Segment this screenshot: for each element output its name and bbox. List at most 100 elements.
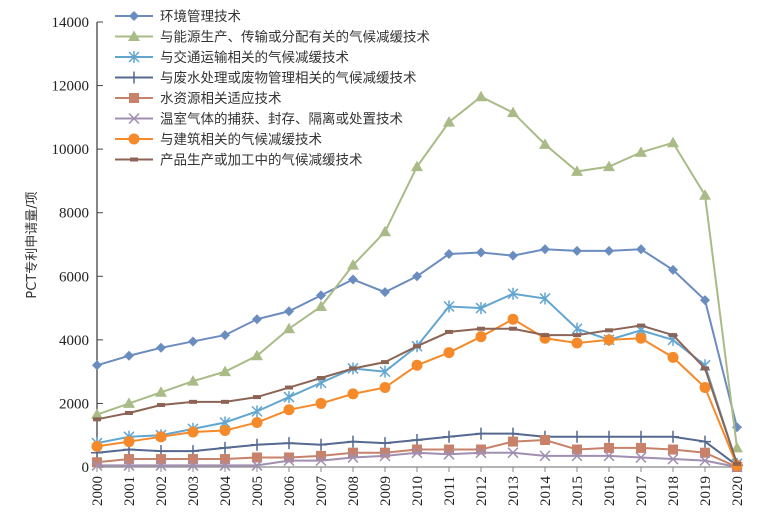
data-point (251, 405, 263, 418)
data-point (130, 157, 138, 162)
legend-item: 环境管理技术 (115, 9, 241, 25)
data-point (187, 375, 199, 386)
y-tick-label: 0 (82, 460, 90, 476)
legend-label: 水资源相关适应技术 (160, 90, 282, 107)
y-tick-label: 4000 (59, 333, 89, 349)
x-tick-label: 2001 (122, 476, 138, 506)
y-tick-label: 10000 (52, 142, 90, 158)
series-1 (91, 90, 743, 453)
legend-label: 与交通运输相关的气候减缓技术 (160, 49, 349, 66)
data-point (284, 306, 294, 317)
data-point (283, 437, 295, 450)
data-point (128, 112, 140, 125)
data-point (635, 332, 647, 344)
data-point (603, 430, 615, 443)
data-point (155, 431, 167, 443)
x-tick-label: 2015 (570, 476, 586, 506)
data-point (283, 404, 295, 416)
data-point (252, 314, 262, 325)
data-point (188, 336, 198, 347)
data-point (379, 365, 391, 378)
data-point (571, 337, 583, 349)
data-point (700, 447, 710, 458)
legend-label: 产品生产或加工中的气候减缓技术 (160, 153, 363, 169)
data-point (443, 116, 455, 127)
data-point (540, 434, 550, 445)
data-point (507, 313, 519, 325)
data-point (475, 447, 487, 459)
data-point (347, 451, 359, 463)
data-point (699, 382, 711, 394)
y-tick-label: 12000 (52, 79, 90, 95)
data-point (91, 459, 103, 471)
x-tick-label: 2008 (346, 476, 362, 506)
data-point (443, 430, 455, 443)
legend-item: 温室气体的捕获、封存、隔离或处置技术 (115, 111, 403, 128)
legend-item: 与废水处理或废物管理相关的气候减缓技术 (115, 71, 417, 87)
data-point (731, 441, 743, 453)
legend-label: 温室气体的捕获、封存、隔离或处置技术 (160, 111, 403, 128)
data-point (475, 427, 487, 440)
data-point (189, 399, 197, 404)
data-point (637, 323, 645, 328)
y-tick-label: 8000 (59, 206, 89, 222)
data-point (603, 334, 615, 346)
data-point (315, 438, 327, 451)
data-point (636, 442, 646, 453)
x-tick-label: 2011 (442, 476, 458, 505)
data-point (156, 454, 166, 465)
x-tick-label: 2000 (90, 476, 106, 506)
data-point (219, 441, 231, 454)
data-point (443, 300, 455, 313)
data-point (251, 459, 263, 471)
legend-label: 环境管理技术 (160, 9, 241, 25)
data-point (603, 160, 615, 172)
data-point (668, 264, 678, 275)
data-point (128, 51, 140, 63)
data-point (509, 326, 517, 331)
x-tick-label: 2004 (218, 476, 234, 507)
data-point (669, 333, 677, 338)
x-tick-label: 2009 (378, 476, 394, 506)
x-tick-label: 2014 (538, 476, 554, 507)
data-point (443, 448, 455, 460)
y-axis-label: PCT专利申请量/项 (25, 191, 40, 298)
data-point (539, 450, 551, 462)
legend-item: 与建筑相关的气候减缓技术 (115, 132, 322, 148)
x-tick-label: 2017 (634, 476, 650, 507)
data-point (123, 459, 135, 471)
data-point (379, 382, 391, 394)
x-tick-label: 2003 (186, 476, 202, 506)
legend-item: 与能源生产、传输或分配有关的气候减缓技术 (115, 30, 430, 46)
data-point (92, 457, 102, 468)
data-point (129, 11, 139, 21)
data-point (604, 442, 614, 453)
data-point (284, 452, 294, 463)
data-point (219, 365, 231, 377)
data-point (124, 454, 134, 465)
x-tick-label: 2018 (666, 476, 682, 506)
data-point (541, 333, 549, 338)
data-point (128, 133, 140, 145)
data-point (91, 440, 103, 452)
data-point (443, 347, 455, 359)
data-point (128, 71, 140, 84)
data-point (699, 189, 711, 200)
data-point (539, 292, 551, 305)
x-tick-label: 2012 (474, 476, 490, 506)
data-point (411, 447, 423, 459)
data-point (283, 391, 295, 404)
data-point (635, 146, 647, 157)
data-point (572, 245, 582, 256)
data-point (285, 385, 293, 390)
data-point (129, 93, 139, 103)
data-point (381, 360, 389, 365)
series-3 (91, 427, 743, 472)
data-point (283, 322, 295, 334)
data-point (251, 349, 263, 361)
data-point (253, 395, 261, 400)
data-point (155, 386, 167, 397)
data-point (508, 436, 518, 447)
data-point (700, 295, 710, 306)
data-point (476, 247, 486, 258)
